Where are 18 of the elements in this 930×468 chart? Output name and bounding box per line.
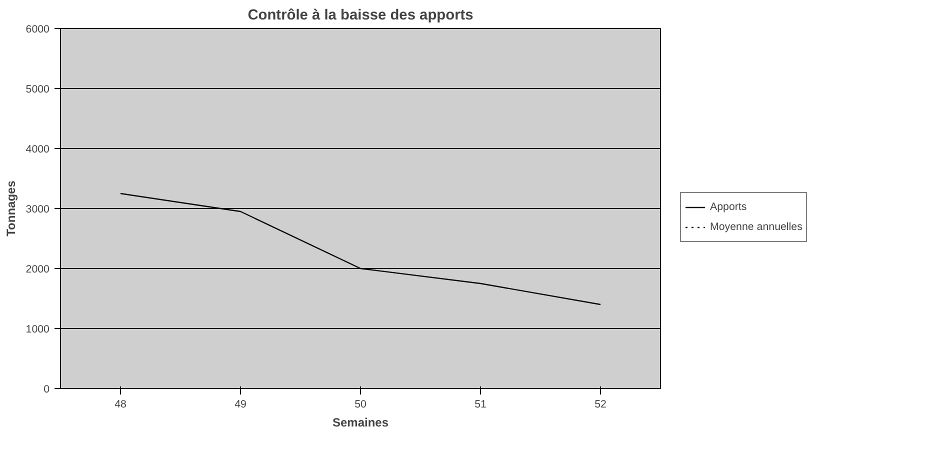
legend-label: Apports	[710, 201, 747, 213]
legend-label: Moyenne annuelles	[710, 221, 802, 233]
y-axis-title: Tonnages	[4, 180, 18, 236]
y-tick-label: 6000	[26, 24, 50, 36]
y-tick-label: 5000	[26, 84, 50, 96]
y-tick-label: 4000	[26, 144, 50, 156]
chart-title: Contrôle à la baisse des apports	[248, 8, 474, 24]
y-tick-label: 0	[44, 384, 50, 396]
x-tick-label: 52	[594, 398, 606, 410]
y-tick-label: 3000	[26, 204, 50, 216]
x-tick-label: 51	[474, 398, 486, 410]
y-tick-label: 1000	[26, 324, 50, 336]
x-axis-title: Semaines	[332, 416, 389, 430]
x-tick-label: 50	[354, 398, 366, 410]
y-tick-label: 2000	[26, 264, 50, 276]
x-tick-label: 49	[234, 398, 246, 410]
line-series	[120, 192, 602, 306]
x-tick-label: 48	[114, 398, 126, 410]
